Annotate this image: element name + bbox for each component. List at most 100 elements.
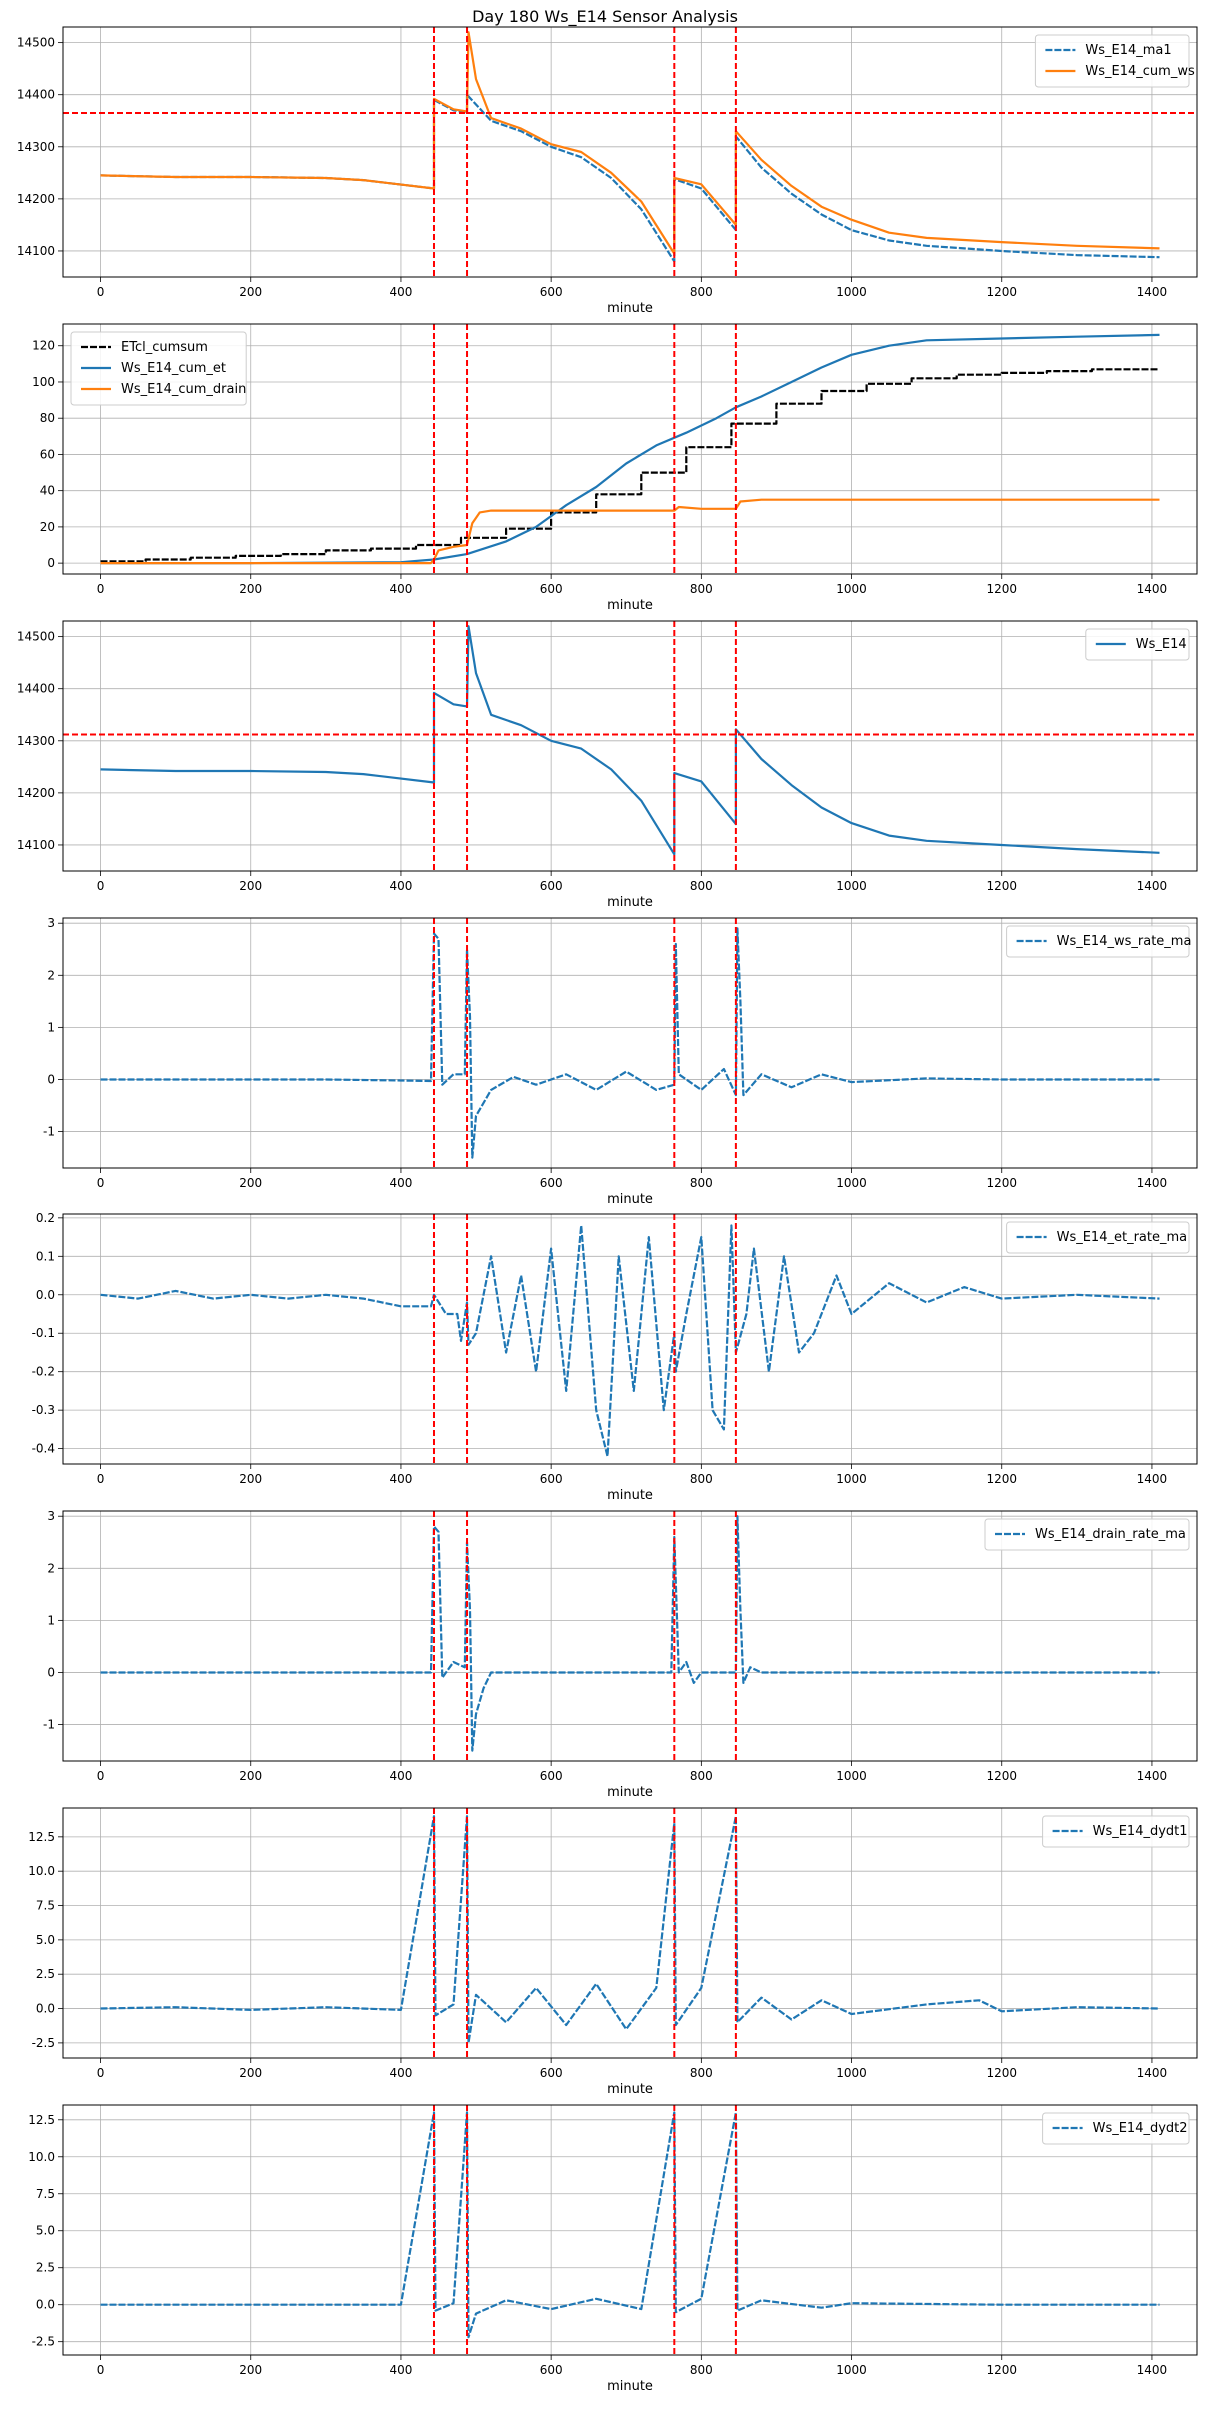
y-tick-label: 14300 — [17, 140, 55, 154]
y-tick-label: 14100 — [17, 244, 55, 258]
x-tick-label: 1400 — [1137, 2066, 1168, 2080]
x-tick-label: 1200 — [986, 1769, 1017, 1783]
series-group — [100, 2111, 1160, 2339]
legend-label: Ws_E14_dydt1 — [1093, 1824, 1188, 1839]
x-tick-label: 0 — [97, 879, 105, 893]
legend-label: Ws_E14_drain_rate_ma — [1035, 1527, 1186, 1542]
axes-frame — [62, 1807, 1198, 2059]
x-tick-label: 1200 — [986, 1176, 1017, 1190]
x-tick-label: 0 — [97, 2363, 105, 2377]
x-tick-label: 400 — [389, 879, 412, 893]
x-tick-label: 1400 — [1137, 1176, 1168, 1190]
series-group — [100, 1224, 1160, 1458]
x-tick-label: 1200 — [986, 879, 1017, 893]
y-tick-label: -2.5 — [32, 2036, 55, 2050]
x-tick-label: 400 — [389, 285, 412, 299]
legend-label: Ws_E14_ma1 — [1085, 43, 1171, 58]
series-group — [100, 927, 1160, 1159]
legend-box — [70, 331, 247, 406]
y-tick-label: 100 — [32, 375, 55, 389]
axes-frame — [62, 620, 1198, 872]
legend-label: Ws_E14_ws_rate_ma — [1057, 934, 1192, 949]
subplot-ws-cumulative: 0 200 400 600 800 1000 1200 1400 14100 14200 14300… — [17, 26, 1198, 316]
x-tick-label: 800 — [690, 1769, 713, 1783]
x-tick-label: 1400 — [1137, 1472, 1168, 1486]
y-tick-label: 12.5 — [28, 1830, 55, 1844]
x-tick-label: 1000 — [836, 1176, 867, 1190]
legend-box — [984, 1518, 1190, 1551]
legend-box — [1006, 1221, 1190, 1254]
x-tick-label: 600 — [540, 1176, 563, 1190]
x-tick-label: 200 — [239, 1176, 262, 1190]
subplot-cumulative-et-drain: 0 200 400 600 800 1000 1200 1400 0 20 40 60 80 100 120… — [32, 323, 1198, 613]
y-tick-label: -0.3 — [32, 1403, 55, 1417]
y-tick-label: 120 — [32, 339, 55, 353]
x-tick-label: 600 — [540, 879, 563, 893]
x-tick-label: 1200 — [986, 1472, 1017, 1486]
legend-label: Ws_E14_cum_drain — [121, 382, 246, 397]
legend-label: Ws_E14_et_rate_ma — [1057, 1230, 1188, 1245]
x-tick-label: 800 — [690, 2066, 713, 2080]
x-tick-label: 1400 — [1137, 1769, 1168, 1783]
legend-label: Ws_E14_cum_ws — [1085, 64, 1195, 79]
x-tick-label: 1400 — [1137, 2363, 1168, 2377]
x-axis-label: minute — [607, 2082, 653, 2097]
y-tick-label: 14400 — [17, 88, 55, 102]
legend-box — [1006, 925, 1190, 958]
x-tick-label: 200 — [239, 1769, 262, 1783]
x-tick-label: 0 — [97, 1472, 105, 1486]
x-tick-label: 400 — [389, 1769, 412, 1783]
x-tick-label: 600 — [540, 1769, 563, 1783]
y-tick-label: 7.5 — [36, 1899, 55, 1913]
legend: Ws_E14_et_rate_ma — [1006, 1221, 1190, 1254]
subplot-panels: 0 200 400 600 800 1000 1200 1400141001420014300… — [17, 26, 1198, 2394]
x-tick-label: 800 — [690, 1472, 713, 1486]
x-tick-label: 400 — [389, 1176, 412, 1190]
x-tick-label: 200 — [239, 879, 262, 893]
x-tick-label: 1400 — [1137, 582, 1168, 596]
x-tick-label: 0 — [97, 582, 105, 596]
x-tick-label: 1400 — [1137, 285, 1168, 299]
y-tick-label: -1 — [43, 1125, 55, 1139]
y-tick-label: 0.2 — [36, 1211, 55, 1225]
series-line-Ws_E14_ws_rate_ma — [100, 927, 1160, 1159]
x-axis-label: minute — [607, 2379, 653, 2394]
series-line-Ws_E14_ma1 — [100, 93, 1160, 263]
legend: Ws_E14_drain_rate_ma — [984, 1518, 1190, 1551]
legend-label: Ws_E14_dydt2 — [1093, 2121, 1188, 2136]
legend: Ws_E14_ma1 Ws_E14_cum_ws — [1034, 34, 1195, 88]
y-tick-label: 14500 — [17, 36, 55, 50]
axes-frame — [62, 1213, 1198, 1465]
axes-frame — [62, 917, 1198, 1169]
x-tick-label: 800 — [690, 1176, 713, 1190]
x-tick-label: 800 — [690, 879, 713, 893]
series-group — [100, 1515, 1160, 1752]
series-line-Ws_E14_cum_et — [100, 333, 1160, 565]
y-tick-label: 0.0 — [36, 2002, 55, 2016]
x-tick-label: 600 — [540, 582, 563, 596]
y-tick-label: 7.5 — [36, 2187, 55, 2201]
subplot-dydt1: 0 200 400 600 800 1000 1200 1400 -2.5 0.0 2.5 5.0 7.… — [28, 1807, 1198, 2097]
x-tick-label: 600 — [540, 2363, 563, 2377]
x-tick-label: 200 — [239, 1472, 262, 1486]
x-tick-label: 0 — [97, 1769, 105, 1783]
x-tick-label: 600 — [540, 285, 563, 299]
legend: Ws_E14_dydt1 — [1042, 1815, 1190, 1848]
legend-box — [1042, 2112, 1190, 2145]
y-tick-label: -1 — [43, 1718, 55, 1732]
y-tick-label: 2.5 — [36, 1967, 55, 1981]
x-tick-label: 600 — [540, 2066, 563, 2080]
y-tick-label: 2.5 — [36, 2261, 55, 2275]
x-tick-label: 800 — [690, 2363, 713, 2377]
series-line-ETcl_cumsum — [100, 368, 1160, 563]
y-tick-label: 2 — [47, 1561, 55, 1575]
x-axis-label: minute — [607, 301, 653, 316]
x-tick-label: 600 — [540, 1472, 563, 1486]
series-line-Ws_E14_cum_drain — [100, 498, 1160, 565]
x-tick-label: 1000 — [836, 2066, 867, 2080]
x-tick-label: 800 — [690, 582, 713, 596]
series-group — [100, 1815, 1160, 2045]
x-tick-label: 0 — [97, 285, 105, 299]
y-tick-label: 0 — [47, 556, 55, 570]
